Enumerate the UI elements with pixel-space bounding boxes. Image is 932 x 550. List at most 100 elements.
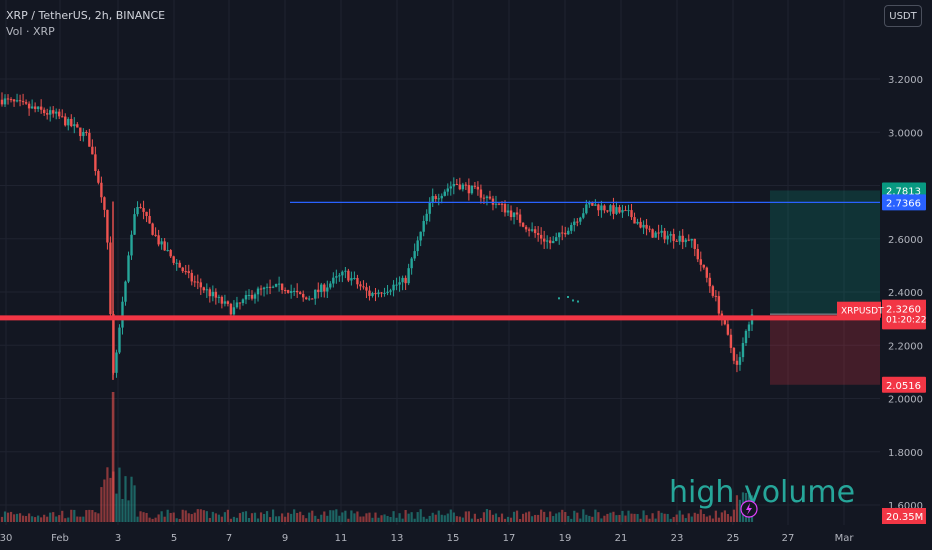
volume-bar <box>515 510 519 522</box>
candle-body <box>747 324 751 331</box>
candle-body <box>91 146 94 155</box>
volume-bar <box>546 517 549 522</box>
candle-body <box>470 185 474 194</box>
candle-body <box>473 185 477 187</box>
candle-body <box>699 259 702 265</box>
symbol-badge: XRPUSDT <box>841 307 884 317</box>
candle-body <box>6 98 10 100</box>
candle-body <box>458 184 462 190</box>
candle-body <box>3 98 7 105</box>
candle-body <box>717 296 721 314</box>
volume-bar <box>549 511 552 522</box>
candle-body <box>377 292 380 295</box>
volume-bar <box>130 476 133 522</box>
volume-bar <box>259 512 263 522</box>
volume-bar <box>24 516 28 522</box>
volume-bar <box>669 518 672 522</box>
volume-bar <box>494 513 498 522</box>
volume-bar <box>591 516 594 522</box>
candle-body <box>193 281 196 283</box>
candle-body <box>33 106 37 109</box>
volume-bar <box>482 512 486 522</box>
volume-bar <box>244 511 248 522</box>
candle-body <box>109 242 112 315</box>
candle-body <box>609 205 612 212</box>
candle-body <box>67 118 70 126</box>
volume-bar <box>293 509 296 522</box>
candle-body <box>413 251 416 259</box>
volume-bar <box>344 510 347 522</box>
candle-body <box>545 240 549 242</box>
volume-bar <box>311 510 314 522</box>
candlesticks <box>0 92 754 380</box>
candle-body <box>347 270 350 281</box>
candle-body <box>226 301 230 304</box>
candle-body <box>657 232 660 234</box>
scatter-dot <box>567 295 569 298</box>
candle-body <box>732 347 736 361</box>
volume-bar <box>606 513 609 522</box>
volume-bar <box>250 513 254 522</box>
candle-body <box>58 111 61 117</box>
volume-bar <box>217 514 220 522</box>
candle-body <box>169 250 172 257</box>
candle-body <box>139 206 142 209</box>
volume-bar <box>467 511 470 522</box>
price-tick-label: 3.0000 <box>888 128 923 139</box>
candle-body <box>542 238 546 242</box>
candle-body <box>130 234 133 256</box>
volume-bar <box>145 512 148 522</box>
candle-body <box>705 267 709 278</box>
candle-body <box>145 211 148 216</box>
candle-body <box>220 296 224 304</box>
candle-body <box>702 264 706 268</box>
volume-bar <box>287 512 290 522</box>
candle-body <box>190 272 193 282</box>
volume-bar <box>437 510 440 522</box>
candle-body <box>633 217 636 224</box>
volume-bar <box>79 516 82 522</box>
candle-body <box>42 109 46 114</box>
volume-bar <box>446 513 449 522</box>
candle-body <box>681 235 684 243</box>
candle-body <box>199 282 202 288</box>
volume-bar <box>220 516 223 522</box>
volume-bar <box>675 514 678 522</box>
volume-bar <box>503 518 507 522</box>
volume-bar <box>681 514 684 522</box>
currency-unit-button[interactable]: USDT <box>884 5 922 27</box>
volume-bar <box>296 512 299 522</box>
candle-body <box>491 198 495 205</box>
candle-body <box>512 212 516 218</box>
time-tick-label: 9 <box>282 533 288 544</box>
candle-body <box>217 296 221 298</box>
candle-body <box>422 221 425 232</box>
volume-bar <box>395 517 398 522</box>
lightning-icon[interactable] <box>740 500 758 518</box>
volume-bar <box>645 515 648 522</box>
volume-bar <box>524 512 528 522</box>
price-tick-label: 2.2000 <box>888 341 923 352</box>
candle-body <box>515 212 519 215</box>
volume-bar <box>651 513 654 522</box>
volume-bar <box>627 510 630 522</box>
volume-bar <box>199 509 202 522</box>
volume-bar <box>49 512 52 522</box>
volume-bar <box>512 511 516 522</box>
candle-body <box>229 303 233 315</box>
volume-bar <box>452 512 455 522</box>
volume-bar <box>28 513 31 522</box>
candle-body <box>651 229 654 238</box>
candle-body <box>268 286 272 288</box>
volume-bar <box>265 511 269 522</box>
last-price-badge: 2.3260 <box>886 305 921 316</box>
candle-body <box>124 281 127 302</box>
volume-bar <box>238 513 242 522</box>
volume-bar <box>485 509 489 522</box>
volume-bar <box>118 467 121 522</box>
volume-bar <box>561 509 564 522</box>
candle-body <box>326 287 329 292</box>
volume-bar <box>615 515 618 522</box>
price-tick-label: 2.6000 <box>888 235 923 246</box>
